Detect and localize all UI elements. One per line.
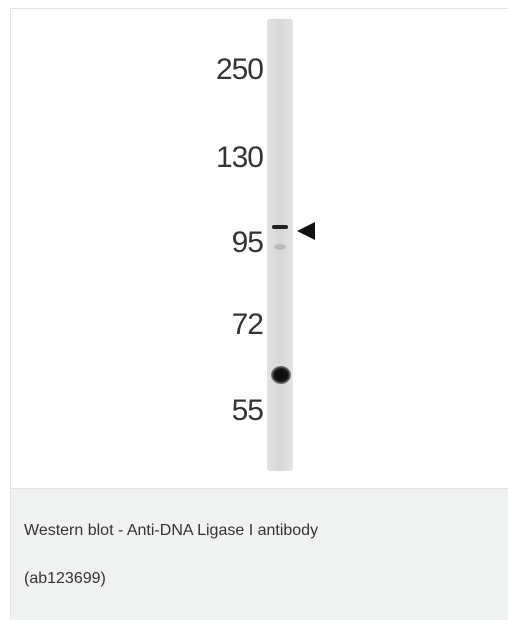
page: 250 130 95 72 55 Western blot - Anti-DNA Lig… [0,0,508,618]
marker-label: 250 [216,53,263,86]
caption-line: (ab123699) [24,570,106,588]
band [272,225,288,229]
faint-band [274,244,286,250]
marker-label: 130 [216,141,263,174]
marker-label: 95 [232,226,264,259]
figure-frame: 250 130 95 72 55 Western blot - Anti-DNA Lig… [10,8,508,618]
marker-label: 72 [232,308,264,341]
band [271,366,291,384]
blot-image: 250 130 95 72 55 [11,9,508,488]
marker-label: 55 [232,394,264,427]
caption-line: Western blot - Anti-DNA Ligase I antibod… [24,522,318,540]
arrow [297,222,315,240]
markers: 250 130 95 72 55 [216,53,263,427]
caption: Western blot - Anti-DNA Ligase I antibod… [11,488,508,620]
